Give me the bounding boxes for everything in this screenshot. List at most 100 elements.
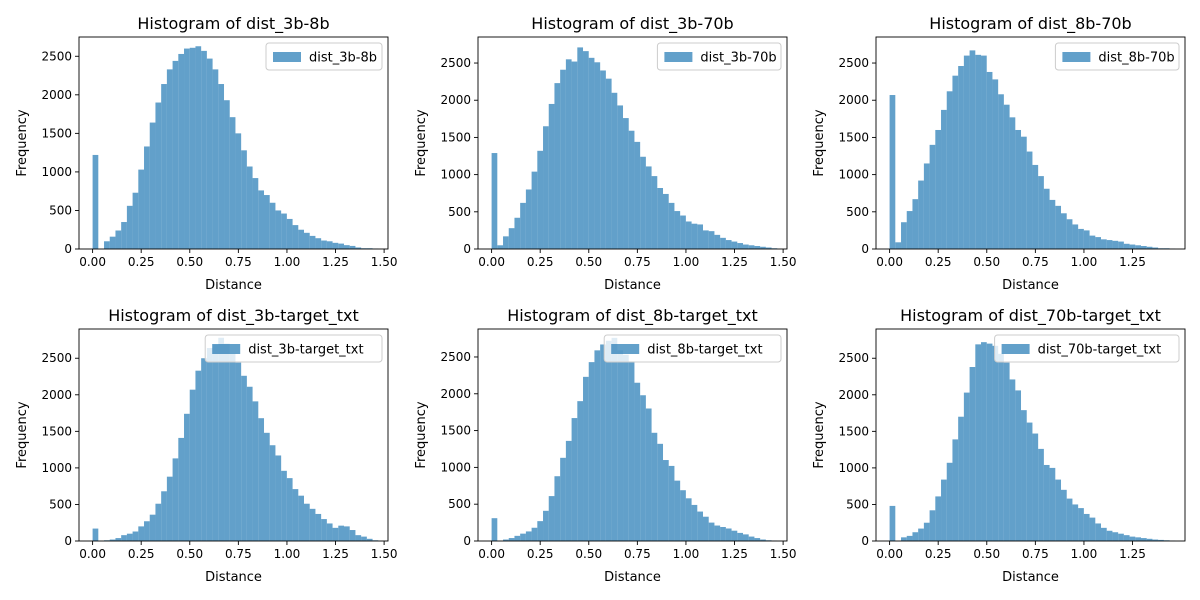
histogram-bar (144, 146, 150, 249)
histogram-bar (1083, 513, 1090, 541)
y-tick-label: 500 (448, 205, 471, 219)
histogram-bars (92, 46, 379, 250)
histogram-bar (1066, 219, 1073, 249)
histogram-bar (703, 516, 709, 541)
histogram-bar (640, 395, 646, 541)
chart-title: Histogram of dist_8b-70b (929, 14, 1131, 34)
histogram-bar (1038, 448, 1044, 541)
histogram-bar (765, 247, 772, 249)
axes-frame (477, 36, 788, 250)
histogram-bar (104, 241, 110, 249)
histogram-bar (657, 188, 664, 249)
histogram-bar (992, 79, 999, 250)
legend-label: dist_3b-target_txt (248, 343, 363, 358)
histogram-bar (1089, 517, 1096, 541)
legend-swatch (1062, 52, 1091, 62)
histogram-bar (508, 228, 515, 249)
y-tick-label: 2500 (838, 56, 869, 70)
histogram-bar (212, 69, 219, 249)
y-tick-label: 1500 (440, 424, 471, 438)
histogram-bar (1015, 390, 1022, 541)
histogram-bar (640, 156, 646, 249)
histogram-bar (1152, 247, 1159, 249)
x-tick-label: 0.50 (575, 547, 602, 561)
histogram-bar (1032, 164, 1039, 249)
legend: dist_3b-70b (656, 42, 782, 71)
histogram-bar (321, 519, 327, 541)
histogram-bar (1049, 199, 1056, 249)
histogram-bar (246, 166, 253, 249)
histogram-bar (611, 337, 618, 541)
histogram-bar (634, 382, 641, 541)
histogram-bar (708, 231, 715, 249)
histogram-bar (600, 70, 606, 249)
histogram-bar (895, 242, 902, 249)
histogram-bar (514, 535, 521, 541)
histogram-bar (321, 240, 327, 249)
histogram-bar (189, 389, 196, 541)
histogram-bar (760, 246, 766, 249)
histogram-bar (668, 202, 675, 249)
histogram-bar (714, 525, 721, 541)
histogram-bar (1146, 246, 1153, 249)
histogram-bar (560, 457, 566, 541)
histogram-bars (889, 50, 1176, 250)
y-tick-label: 2500 (41, 49, 72, 63)
y-axis-label: Frequency (414, 401, 429, 468)
histogram-bar (264, 195, 270, 249)
chart-title: Histogram of dist_70b-target_txt (900, 306, 1161, 326)
histogram-bar (1026, 151, 1033, 249)
histogram-bar (697, 224, 703, 249)
y-tick-label: 500 (846, 205, 869, 219)
histogram-bar (1061, 489, 1067, 541)
histogram-bar (121, 222, 127, 249)
histogram-bar (531, 527, 538, 541)
x-tick-label: 0.75 (1022, 255, 1049, 269)
histogram-bar (275, 210, 282, 249)
histogram-bar (1061, 213, 1067, 249)
histogram-bar (201, 358, 207, 541)
histogram-bar (946, 462, 953, 541)
x-axis-label: Distance (604, 278, 661, 293)
histogram-bar (326, 523, 333, 541)
histogram-bar (571, 61, 578, 249)
histogram-bar (554, 83, 561, 250)
histogram-bar (269, 202, 276, 249)
y-tick-label: 1000 (838, 461, 869, 475)
histogram-bar (315, 238, 322, 249)
legend-box (204, 334, 383, 363)
histogram-bar (298, 495, 304, 541)
histogram-bar (685, 498, 692, 541)
histogram-bar (292, 489, 299, 541)
histogram-bar (1055, 479, 1062, 541)
histogram-bar (491, 153, 498, 249)
histogram-bar (1078, 228, 1084, 249)
histogram-bar (975, 344, 982, 541)
histogram-bar (1003, 362, 1010, 541)
legend-label: dist_3b-70b (700, 51, 776, 66)
y-tick-label: 2000 (440, 93, 471, 107)
axes-frame (875, 36, 1186, 250)
chart-panel-2: 0.00 0.25 0.50 0.75 1.00 1.25 1.50 0 500 1000 1500… (414, 14, 796, 293)
histogram-bar (258, 418, 265, 541)
histogram-bar (958, 66, 964, 249)
histogram-bar (355, 535, 362, 541)
axes-frame (78, 36, 389, 250)
x-tick-label: 1.50 (770, 547, 797, 561)
x-tick-label: 0.75 (624, 547, 651, 561)
histogram-bar (224, 100, 230, 250)
histogram-bar (298, 229, 304, 249)
axes-frame (78, 328, 389, 542)
histogram-bar (172, 458, 179, 541)
histogram-bar (201, 50, 207, 249)
histogram-bar (941, 479, 947, 541)
y-tick-label: 0 (64, 242, 72, 256)
y-tick-label: 1000 (440, 168, 471, 182)
chart-panel-1: 0.00 0.25 0.50 0.75 1.00 1.25 1.50 0 500 1000 1500… (15, 14, 397, 293)
y-tick-label: 1000 (440, 460, 471, 474)
histogram-bar (1043, 188, 1050, 249)
histogram-bar (548, 103, 555, 249)
y-tick-label: 2500 (440, 350, 471, 364)
histogram-bar (166, 476, 173, 541)
x-tick-label: 1.00 (1071, 255, 1098, 269)
